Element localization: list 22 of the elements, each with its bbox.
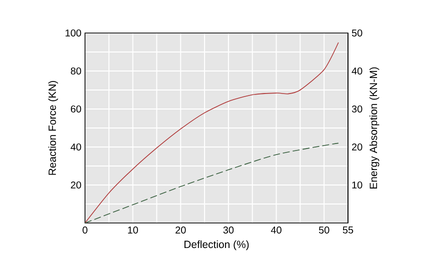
x-tick-label: 50 [318, 226, 330, 234]
y2-tick-label: 20 [352, 143, 362, 151]
x-tick-label: 30 [223, 226, 234, 234]
y2-tick-label: 50 [352, 29, 362, 37]
x-tick-label: 55 [342, 226, 354, 234]
x-axis-title: Deflection (%) [184, 240, 249, 250]
x-tick-label: 10 [128, 226, 138, 234]
y-tick-label: 100 [66, 29, 82, 37]
x-tick-label: 40 [270, 226, 282, 234]
line-series [85, 42, 339, 223]
y2-tick-label: 40 [352, 67, 362, 75]
line-series [85, 142, 339, 223]
y2-axis-title: Energy Absorption (KN-M) [369, 67, 380, 188]
y-axis-title: Reaction Force (KN) [48, 81, 58, 175]
y2-tick-label: 10 [352, 181, 362, 189]
x-tick-label: 0 [82, 226, 88, 234]
y2-tick-label: 30 [352, 105, 362, 113]
y-tick-label: 60 [70, 105, 82, 113]
y-tick-label: 20 [70, 181, 82, 189]
y-tick-label: 40 [70, 143, 82, 151]
x-tick-label: 20 [176, 226, 186, 234]
y-tick-label: 80 [70, 67, 82, 75]
